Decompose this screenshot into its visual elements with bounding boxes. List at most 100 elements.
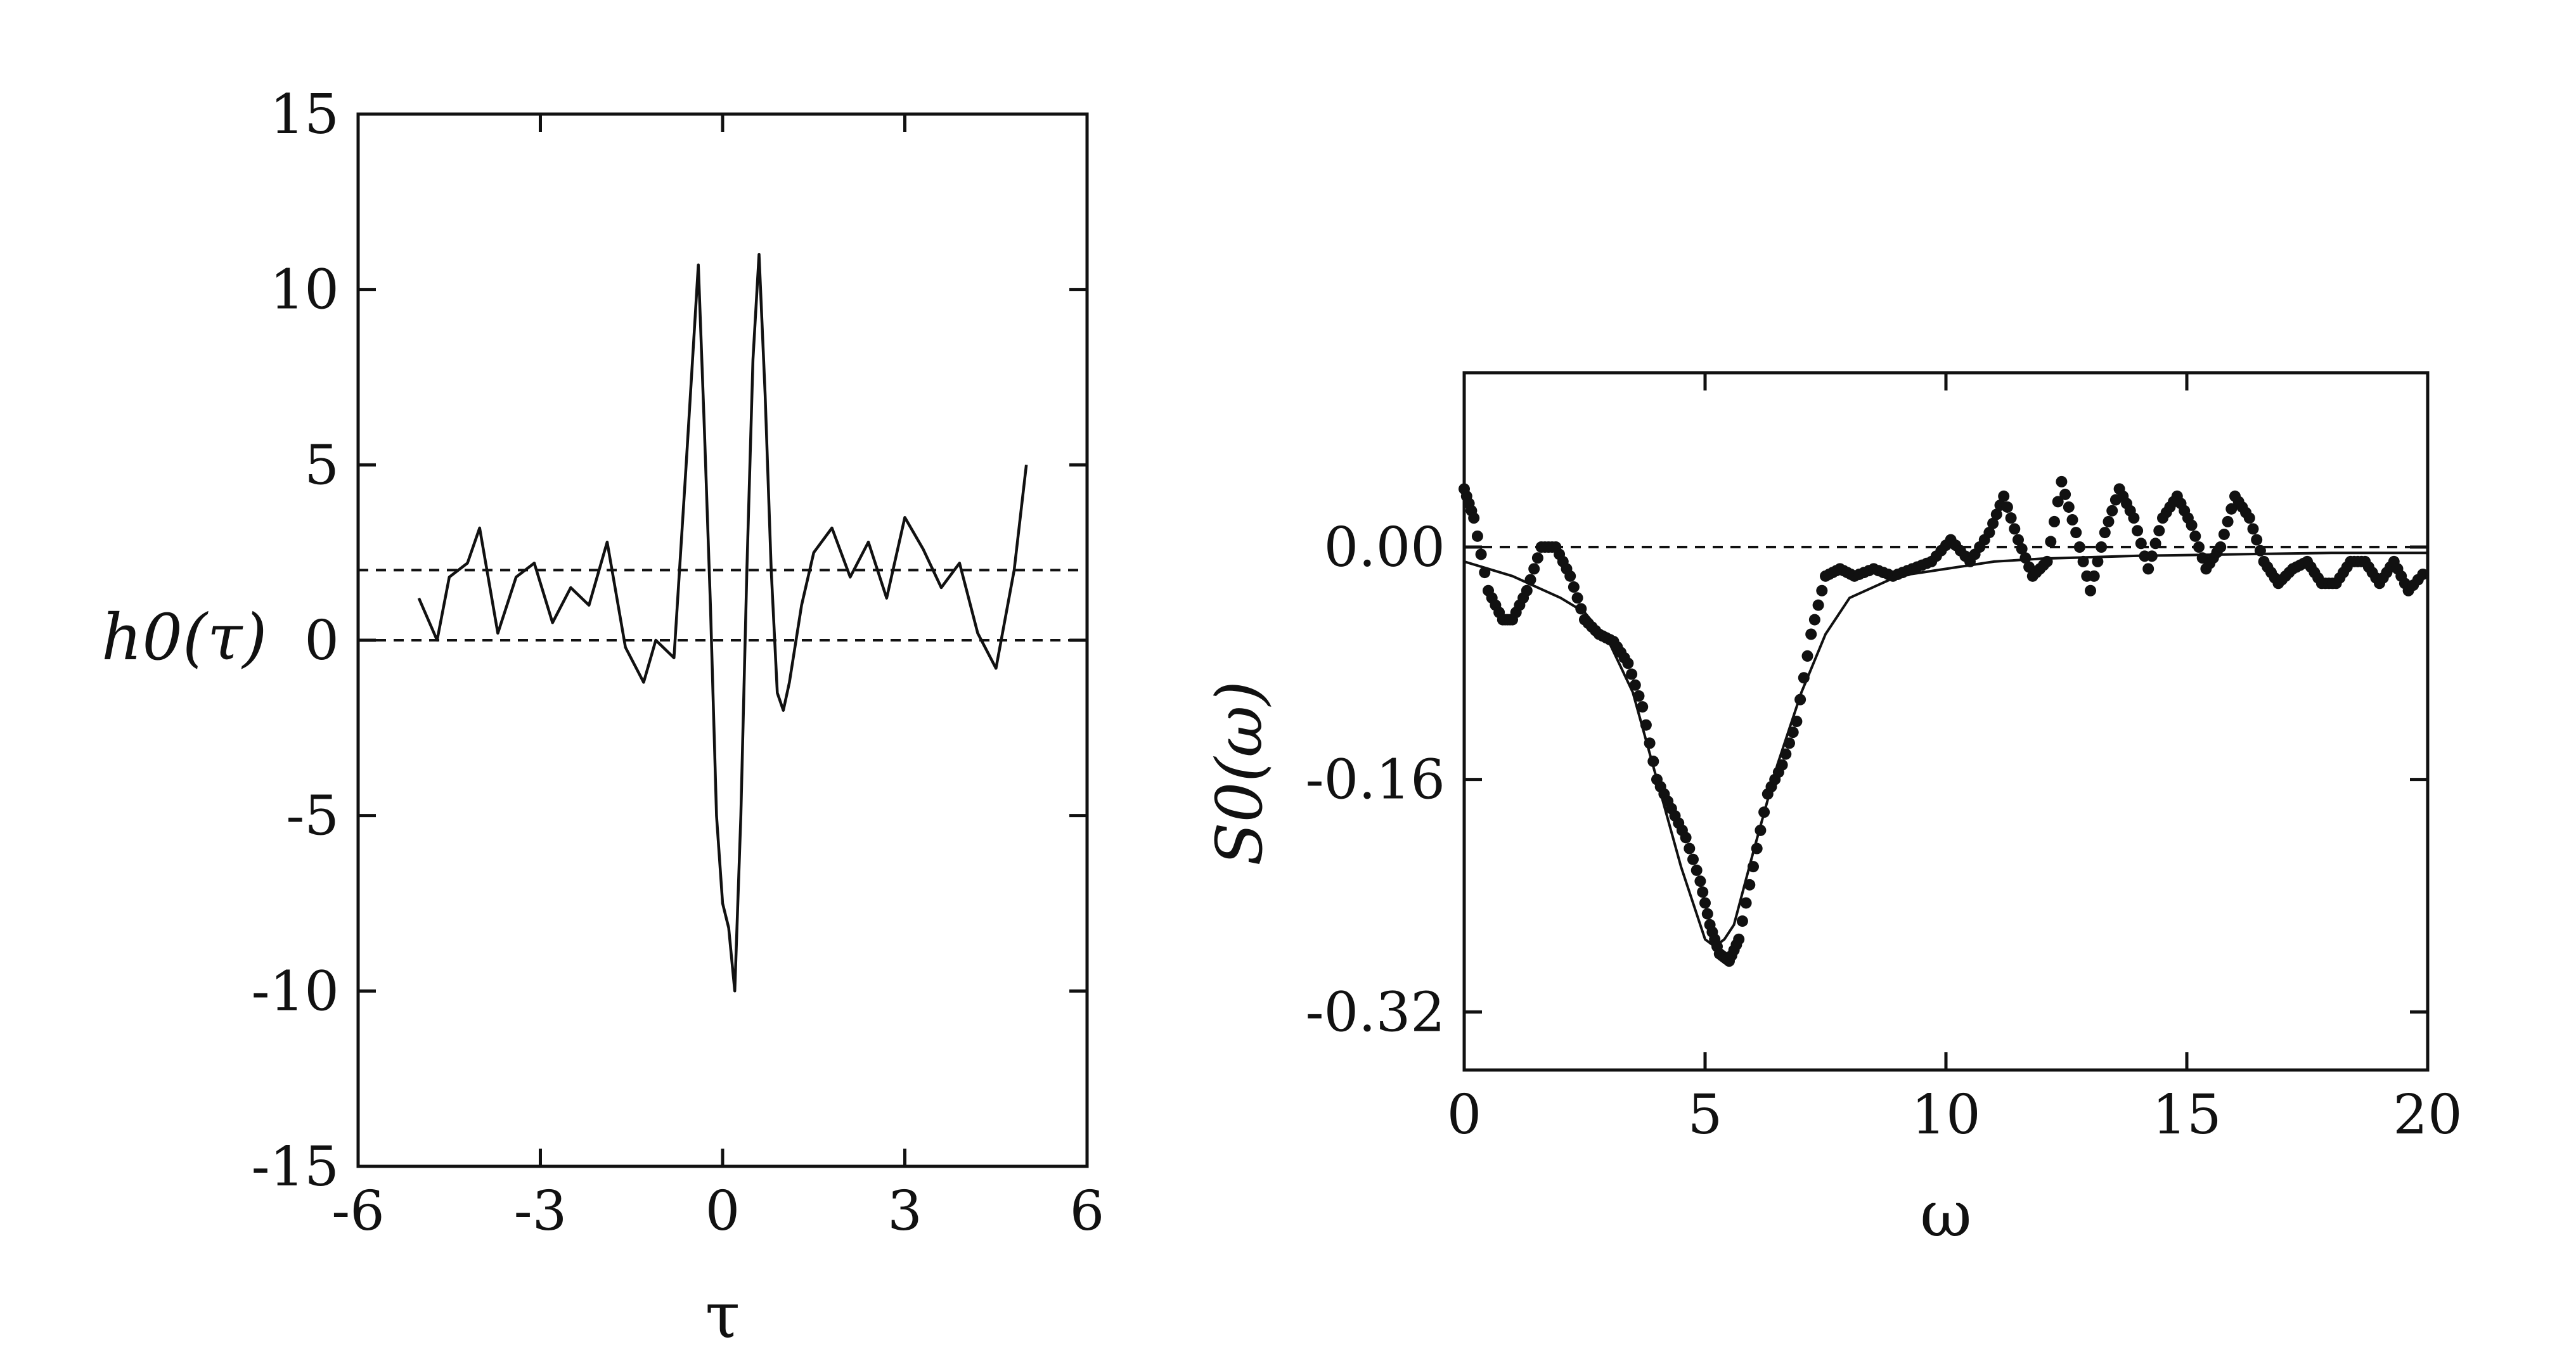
data-point — [2077, 555, 2089, 567]
data-point — [1744, 879, 1756, 891]
data-point — [1812, 599, 1824, 611]
data-point — [1699, 897, 1711, 909]
data-point — [2218, 528, 2230, 540]
data-point — [2106, 505, 2118, 517]
data-point — [2193, 541, 2205, 553]
data-point — [1998, 490, 2010, 502]
data-point — [1801, 650, 1813, 662]
right-x-axis-label: ω — [1920, 1177, 1972, 1251]
data-point — [1521, 584, 1533, 596]
left-ytick-3: 0 — [304, 609, 339, 673]
data-point — [1816, 584, 1828, 596]
left-xtick-0: -6 — [332, 1180, 385, 1243]
data-point — [2189, 530, 2201, 542]
right-fit-line — [1464, 551, 2428, 948]
data-point — [1626, 668, 1638, 680]
data-point — [1794, 693, 1806, 706]
data-point — [1475, 548, 1487, 560]
data-point — [1471, 530, 1483, 542]
data-point — [1805, 628, 1817, 640]
data-point — [1680, 832, 1692, 844]
data-point — [2012, 534, 2024, 546]
data-point — [1787, 726, 1799, 738]
left-xtick-2: 0 — [705, 1180, 740, 1243]
data-point — [1697, 886, 1709, 898]
data-point — [2222, 515, 2234, 527]
data-point — [1575, 603, 1587, 615]
data-point — [2146, 550, 2158, 562]
left-xtick-1: -3 — [514, 1180, 567, 1243]
left-ytick-0: 15 — [270, 83, 339, 146]
data-point — [1791, 716, 1803, 727]
data-point — [1684, 842, 1696, 854]
data-point — [2088, 570, 2100, 582]
data-point — [1568, 581, 1580, 593]
left-ytick-5: -10 — [252, 960, 340, 1023]
left-series-line — [417, 253, 1028, 993]
data-point — [1468, 512, 1480, 524]
data-point — [2128, 512, 2140, 524]
left-x-axis-label: τ — [705, 1279, 740, 1353]
right-xtick-2: 10 — [1911, 1083, 1980, 1147]
data-point — [1531, 552, 1543, 564]
left-y-axis-label: h0(τ) — [101, 600, 267, 674]
data-point — [2096, 541, 2108, 553]
right-panel: 0.00 -0.16 -0.32 0 5 10 15 20 S0(ω) ω — [1202, 371, 2463, 1251]
data-point — [1808, 614, 1820, 626]
left-ytick-4: -5 — [286, 785, 339, 848]
data-point — [2215, 541, 2227, 553]
data-point — [1528, 563, 1540, 575]
data-point — [1740, 897, 1752, 909]
data-point — [2041, 555, 2053, 567]
data-point — [2092, 555, 2104, 567]
right-ytick-0: 0.00 — [1324, 516, 1445, 579]
data-point — [2052, 496, 2064, 508]
data-point — [1784, 737, 1795, 749]
data-point — [2049, 515, 2060, 527]
data-point — [2247, 523, 2259, 535]
data-point — [1622, 657, 1634, 669]
data-point — [2099, 527, 2111, 539]
right-xtick-0: 0 — [1447, 1083, 1482, 1147]
data-point — [2009, 523, 2021, 535]
data-point — [2225, 503, 2238, 515]
data-point — [1736, 915, 1748, 927]
data-point — [2001, 501, 2013, 513]
data-point — [1637, 701, 1649, 713]
data-point — [1644, 737, 1656, 749]
right-xtick-4: 20 — [2393, 1083, 2462, 1147]
data-point — [2103, 515, 2115, 527]
data-point — [2016, 543, 2028, 555]
data-point — [1701, 908, 1713, 920]
data-point — [2132, 525, 2144, 537]
right-ticks — [1462, 373, 2430, 1070]
data-point — [1479, 567, 1491, 579]
data-point — [2243, 512, 2255, 524]
data-point — [2135, 538, 2147, 550]
data-point — [2251, 534, 2263, 546]
data-point — [1687, 853, 1699, 865]
data-point — [1776, 759, 1788, 771]
data-point — [2417, 568, 2429, 580]
data-point — [1690, 864, 1703, 876]
right-xtick-1: 5 — [1688, 1083, 1723, 1147]
data-point — [1647, 756, 1659, 768]
data-point — [1748, 861, 1759, 873]
data-point — [1571, 592, 1583, 604]
data-point — [1694, 875, 1706, 887]
right-xtick-3: 15 — [2152, 1083, 2221, 1147]
data-point — [2019, 552, 2032, 564]
data-point — [1640, 719, 1652, 731]
data-point — [2070, 527, 2082, 539]
data-point — [1780, 748, 1792, 760]
left-xtick-4: 6 — [1070, 1180, 1105, 1243]
data-point — [1758, 806, 1770, 818]
data-point — [1733, 933, 1745, 945]
data-point — [1629, 679, 1641, 691]
data-point — [2056, 475, 2068, 487]
data-point — [1755, 824, 1767, 836]
data-point — [2149, 538, 2161, 550]
data-point — [1564, 570, 1576, 582]
data-point — [1990, 508, 2002, 520]
